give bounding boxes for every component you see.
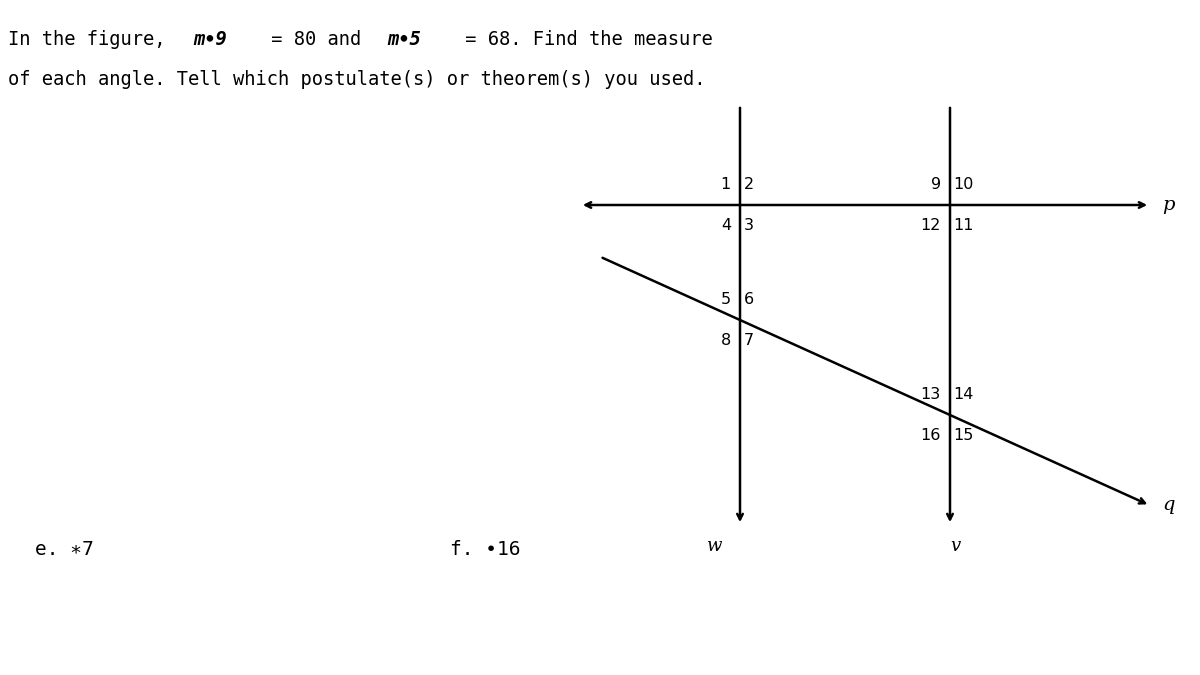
Text: 5: 5: [721, 292, 731, 307]
Text: 12: 12: [920, 217, 941, 233]
Text: v: v: [950, 537, 960, 555]
Text: m∙5: m∙5: [386, 30, 421, 49]
Text: p: p: [1162, 196, 1175, 214]
Text: 3: 3: [744, 217, 754, 233]
Text: 14: 14: [954, 387, 974, 402]
Text: w: w: [707, 537, 722, 555]
Text: 7: 7: [744, 333, 754, 348]
Text: 8: 8: [721, 333, 731, 348]
Text: 9: 9: [931, 178, 941, 192]
Text: q: q: [1162, 497, 1175, 514]
Text: 4: 4: [721, 217, 731, 233]
Text: 10: 10: [954, 178, 974, 192]
Text: e. ∗7: e. ∗7: [35, 540, 94, 559]
Text: = 68. Find the measure: = 68. Find the measure: [454, 30, 713, 49]
Text: 6: 6: [744, 292, 754, 307]
Text: f. ∙16: f. ∙16: [450, 540, 521, 559]
Text: of each angle. Tell which postulate(s) or theorem(s) you used.: of each angle. Tell which postulate(s) o…: [8, 70, 706, 89]
Text: In the figure,: In the figure,: [8, 30, 176, 49]
Text: 11: 11: [954, 217, 974, 233]
Text: 2: 2: [744, 178, 754, 192]
Text: 16: 16: [920, 427, 941, 443]
Text: = 80 and: = 80 and: [260, 30, 372, 49]
Text: m∙9: m∙9: [193, 30, 227, 49]
Text: 1: 1: [721, 178, 731, 192]
Text: 13: 13: [920, 387, 941, 402]
Text: 15: 15: [954, 427, 974, 443]
